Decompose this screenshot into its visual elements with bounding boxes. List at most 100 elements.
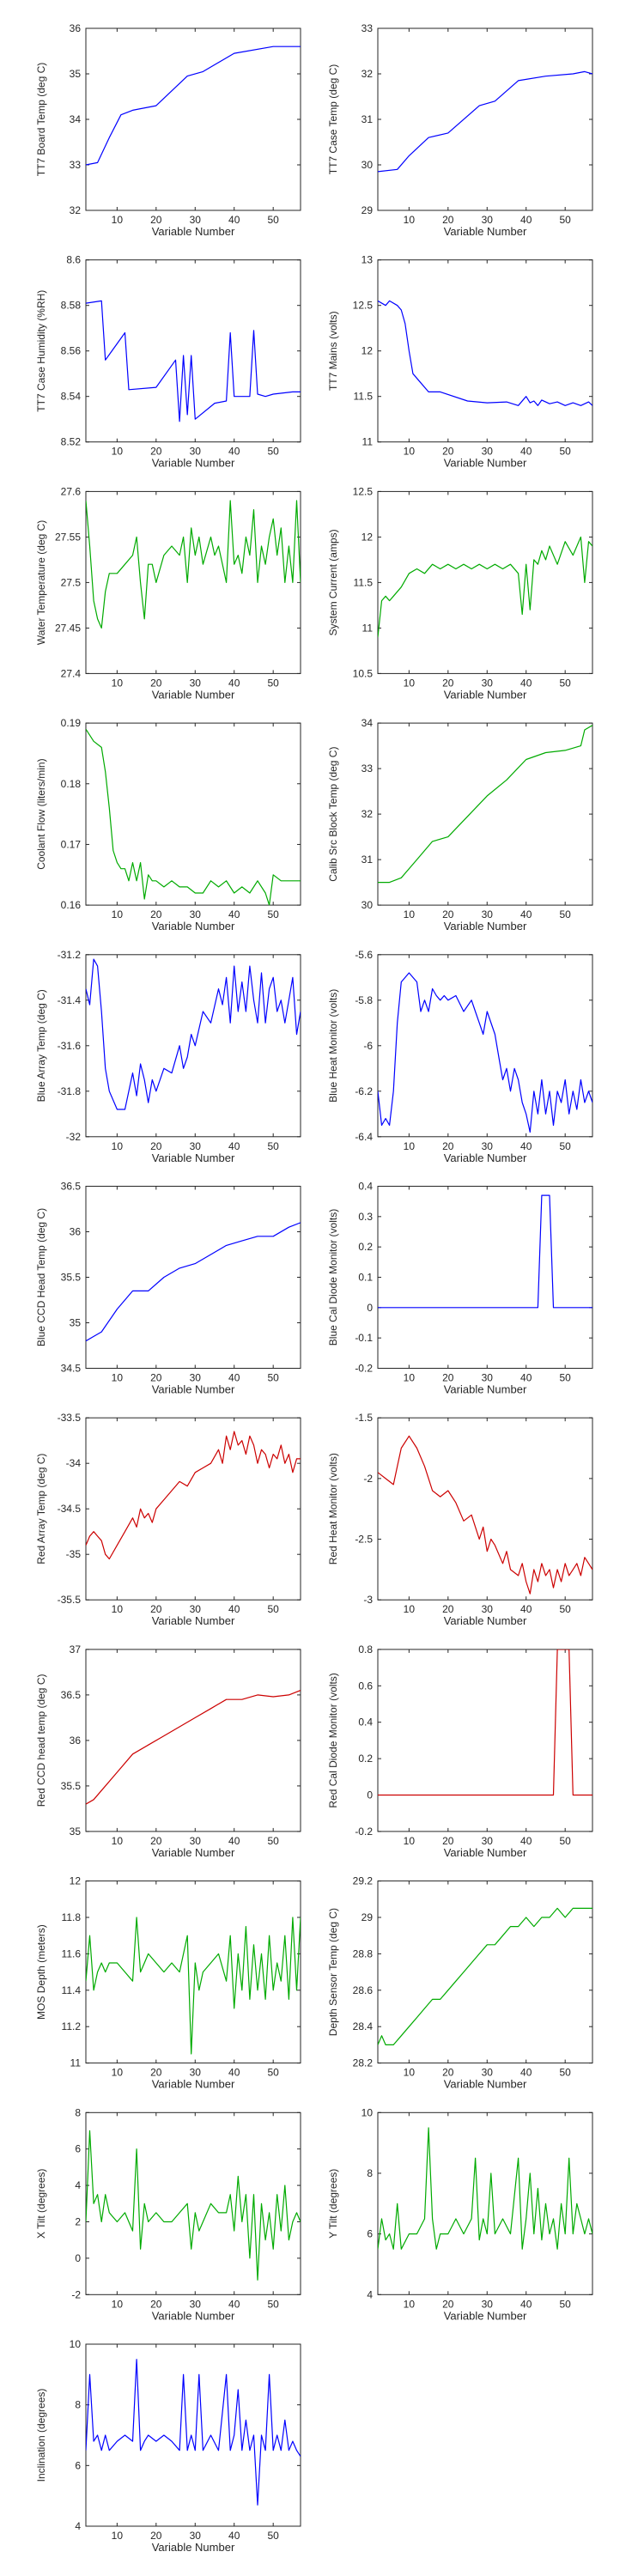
- x-tick-label: 40: [520, 1835, 532, 1847]
- y-axis-label: TT7 Case Humidity (%RH): [35, 290, 47, 412]
- x-tick-label: 50: [268, 2298, 280, 2310]
- series-line: [378, 1194, 592, 1309]
- chart-panel: 11 11.2 11.4 11.6 11.8 12 10 20 30 40 50 Variable N…: [35, 1875, 301, 2091]
- x-tick-label: 10: [112, 1835, 124, 1847]
- plot-frame: [377, 27, 593, 211]
- chart-panel: -0.2 -0.1 0 0.1 0.2 0.3 0.4 10 20 30 40 50 Variable …: [327, 1181, 593, 1396]
- y-axis-label: System Current (amps): [327, 529, 339, 635]
- plot-frame: [377, 1880, 593, 2064]
- plot-frame: [85, 1880, 301, 2064]
- chart-panel: 8.52 8.54 8.56 8.58 8.6 10 20 30 40 50 Variable Nu…: [35, 254, 301, 470]
- chart-panel: 28.2 28.4 28.6 28.8 29 29.2 10 20 30 40 50 Variable…: [327, 1875, 593, 2091]
- y-tick-label: 31: [361, 854, 374, 866]
- chart-panel: -2 0 2 4 6 8 10 20 30 40 50 Variable Number X Tilt (…: [35, 2106, 301, 2322]
- x-tick-label: 30: [190, 1140, 202, 1152]
- y-tick-label: 12.5: [353, 300, 374, 312]
- x-axis-label: Variable Number: [444, 1383, 527, 1396]
- y-axis-label: MOS Depth (meters): [35, 1924, 47, 2020]
- x-axis-label: Variable Number: [444, 1614, 527, 1627]
- x-tick-label: 20: [150, 677, 162, 689]
- y-axis-label: Y Tilt (degrees): [327, 2169, 339, 2239]
- y-tick-label: 10.5: [353, 667, 374, 679]
- y-tick-label: 8: [75, 2399, 81, 2411]
- x-tick-label: 10: [112, 1603, 124, 1615]
- x-tick-label: 40: [228, 446, 240, 458]
- series-line: [378, 1649, 592, 1796]
- y-tick-label: -5.8: [355, 994, 373, 1006]
- x-tick-label: 50: [560, 214, 572, 226]
- y-axis-label: TT7 Mains (volts): [327, 311, 339, 391]
- x-tick-label: 20: [442, 908, 454, 920]
- y-tick-label: 27.4: [61, 667, 82, 679]
- series-line: [378, 300, 592, 406]
- plot-frame: [85, 1417, 301, 1601]
- y-tick-label: -0.2: [355, 1826, 373, 1838]
- y-axis-label: Depth Sensor Temp (deg C): [327, 1908, 339, 2036]
- x-axis-label: Variable Number: [444, 2309, 527, 2322]
- y-tick-label: 34.5: [61, 1363, 82, 1375]
- x-tick-label: 20: [150, 2298, 162, 2310]
- series-line: [86, 2359, 301, 2506]
- y-tick-label: -6.4: [355, 1131, 373, 1143]
- y-tick-label: -1.5: [355, 1412, 373, 1424]
- x-tick-label: 20: [442, 1603, 454, 1615]
- y-tick-label: 4: [75, 2520, 81, 2532]
- x-axis-label: Variable Number: [444, 688, 527, 701]
- x-tick-label: 40: [520, 1603, 532, 1615]
- y-tick-label: -35.5: [58, 1594, 82, 1606]
- x-tick-label: 50: [268, 1835, 280, 1847]
- y-tick-label: 36.5: [61, 1181, 82, 1193]
- x-tick-label: 50: [268, 446, 280, 458]
- y-tick-label: 37: [70, 1643, 82, 1656]
- y-tick-label: 32: [361, 68, 374, 80]
- series-line: [378, 2127, 592, 2250]
- x-tick-label: 50: [560, 1140, 572, 1152]
- plot-frame: [377, 490, 593, 674]
- x-tick-label: 40: [228, 2298, 240, 2310]
- x-axis-label: Variable Number: [444, 2078, 527, 2091]
- y-tick-label: 29: [361, 1911, 374, 1923]
- y-tick-label: 0: [367, 1302, 373, 1314]
- x-tick-label: 40: [520, 908, 532, 920]
- x-tick-label: 30: [482, 1372, 494, 1384]
- chart-panel: -35.5 -35 -34.5 -34 -33.5 10 20 30 40 50 Variable …: [35, 1412, 301, 1627]
- y-axis-label: Red Array Temp (deg C): [35, 1454, 47, 1564]
- x-tick-label: 40: [228, 2067, 240, 2079]
- x-axis-label: Variable Number: [152, 920, 235, 933]
- x-tick-label: 20: [442, 2298, 454, 2310]
- plot-frame: [85, 27, 301, 211]
- y-tick-label: 28.2: [353, 2057, 374, 2069]
- y-tick-label: 11.2: [62, 2020, 82, 2032]
- x-tick-label: 10: [404, 1603, 416, 1615]
- y-axis-label: Red Heat Monitor (volts): [327, 1453, 339, 1564]
- chart-panel: 0.16 0.17 0.18 0.19 10 20 30 40 50 Variable Numbe…: [35, 717, 301, 933]
- x-tick-label: 50: [560, 446, 572, 458]
- series-line: [86, 2129, 301, 2281]
- y-tick-label: 0.1: [358, 1272, 373, 1284]
- chart-panel: 4 6 8 10 10 20 30 40 50 Variable Number Y Tilt (de…: [327, 2106, 593, 2322]
- x-tick-label: 30: [482, 2067, 494, 2079]
- x-tick-label: 50: [560, 1603, 572, 1615]
- chart-panel: -0.2 0 0.2 0.4 0.6 0.8 10 20 30 40 50 Variable Numb…: [327, 1643, 593, 1859]
- x-axis-label: Variable Number: [152, 2309, 235, 2322]
- y-tick-label: 12: [361, 531, 374, 543]
- y-tick-label: 35.5: [61, 1780, 82, 1792]
- y-tick-label: 34: [70, 113, 82, 125]
- y-tick-label: -0.2: [355, 1363, 373, 1375]
- y-tick-label: 11.8: [62, 1911, 82, 1923]
- x-tick-label: 30: [482, 214, 494, 226]
- plot-frame: [377, 954, 593, 1138]
- y-tick-label: 0: [75, 2252, 81, 2264]
- y-tick-label: 30: [361, 159, 374, 171]
- x-tick-label: 40: [520, 2067, 532, 2079]
- x-tick-label: 10: [404, 1140, 416, 1152]
- x-tick-label: 20: [442, 677, 454, 689]
- x-tick-label: 20: [150, 2530, 162, 2542]
- x-tick-label: 10: [112, 214, 124, 226]
- y-axis-label: Blue Array Temp (deg C): [35, 989, 47, 1102]
- y-tick-label: -34.5: [58, 1503, 82, 1515]
- y-tick-label: 2: [75, 2216, 81, 2228]
- x-tick-label: 20: [150, 446, 162, 458]
- y-tick-label: 32: [70, 204, 82, 216]
- plot-frame: [377, 1649, 593, 1832]
